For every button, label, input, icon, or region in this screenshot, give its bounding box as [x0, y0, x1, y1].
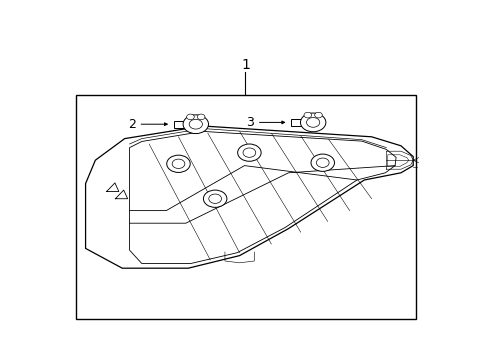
Circle shape [186, 114, 194, 120]
Circle shape [310, 154, 334, 171]
Circle shape [306, 117, 319, 127]
Text: 3: 3 [246, 116, 254, 129]
Circle shape [183, 115, 208, 134]
Circle shape [243, 148, 255, 157]
Circle shape [172, 159, 184, 168]
Text: 2: 2 [128, 118, 136, 131]
Circle shape [316, 158, 328, 167]
Text: 1: 1 [241, 58, 249, 72]
Circle shape [189, 119, 202, 129]
Circle shape [197, 114, 204, 120]
Circle shape [314, 112, 322, 118]
Circle shape [237, 144, 261, 161]
Bar [173, 121, 184, 128]
Circle shape [304, 112, 311, 118]
Bar [290, 119, 301, 126]
Circle shape [166, 155, 190, 172]
Circle shape [300, 113, 325, 132]
Bar [76, 95, 415, 319]
Circle shape [208, 194, 221, 203]
Circle shape [203, 190, 226, 207]
